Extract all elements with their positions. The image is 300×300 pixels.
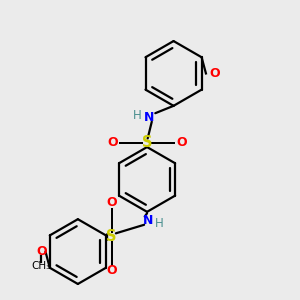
Text: CH₃: CH₃ (32, 261, 51, 271)
Text: N: N (142, 214, 153, 227)
Text: O: O (106, 264, 117, 277)
Text: S: S (106, 230, 117, 244)
Text: O: O (36, 245, 47, 258)
Text: H: H (133, 109, 142, 122)
Text: H: H (155, 217, 164, 230)
Text: O: O (176, 136, 187, 149)
Text: N: N (144, 111, 154, 124)
Text: S: S (142, 135, 152, 150)
Text: O: O (107, 136, 118, 149)
Text: O: O (106, 196, 117, 209)
Text: O: O (209, 67, 220, 80)
